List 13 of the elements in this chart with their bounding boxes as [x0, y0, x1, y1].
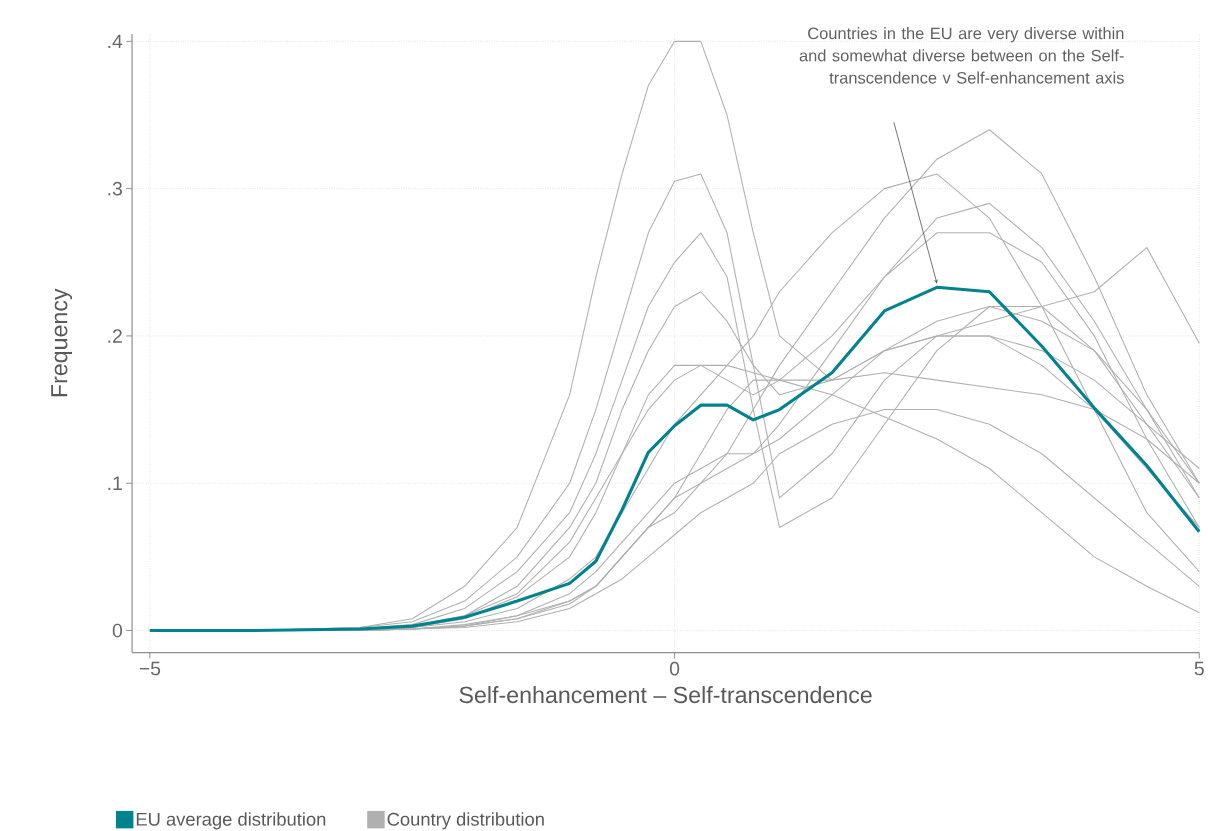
- x-tick-label: 5: [1194, 661, 1204, 676]
- y-axis-title: Frequency: [51, 288, 73, 397]
- x-axis-title: Self-enhancement – Self-transcendence: [459, 686, 872, 704]
- y-tick-label: .2: [108, 329, 122, 343]
- y-tick-label: 0: [112, 623, 123, 638]
- y-tick-label: .4: [108, 34, 123, 49]
- x-tick-label: −5: [139, 661, 161, 676]
- legend-label: EU average distribution: [136, 812, 326, 830]
- y-tick-label: .1: [108, 476, 122, 490]
- annotation: Countries in the EU are very diverse within and somewhat diverse between on the Self-transcendence v Self-enhancement axis: [799, 27, 1124, 84]
- y-tick-label: .3: [108, 181, 122, 196]
- legend-label: Country distribution: [387, 812, 544, 830]
- x-tick-label: 0: [669, 661, 680, 676]
